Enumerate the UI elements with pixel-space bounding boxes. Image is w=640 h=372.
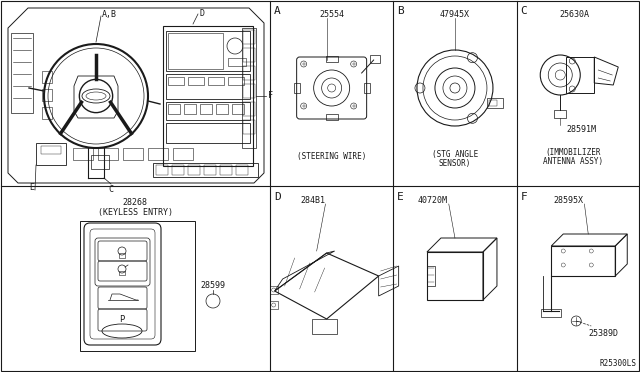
Text: P: P (120, 315, 125, 324)
Bar (243, 102, 255, 116)
Bar (163, 26, 253, 166)
Bar (36, 143, 66, 165)
Text: (STG ANGLE: (STG ANGLE (432, 150, 478, 159)
Text: C: C (109, 185, 113, 194)
Bar (228, 77, 244, 85)
Bar (487, 98, 503, 108)
Bar (148, 148, 168, 160)
Bar (243, 66, 255, 80)
Text: ANTENNA ASSY): ANTENNA ASSY) (543, 157, 604, 166)
Bar (41, 146, 61, 154)
Text: 25554: 25554 (319, 10, 344, 19)
Text: D: D (274, 192, 281, 202)
Text: 25630A: 25630A (560, 10, 589, 19)
Bar (220, 165, 232, 175)
Bar (364, 83, 370, 93)
Bar (554, 110, 566, 118)
Bar (166, 102, 250, 120)
Text: D: D (199, 9, 204, 17)
Bar (42, 71, 52, 83)
Bar (166, 123, 250, 143)
Text: 25389D: 25389D (588, 329, 618, 338)
Bar (489, 100, 497, 106)
Bar (243, 120, 255, 134)
Bar (184, 104, 196, 114)
Bar (80, 221, 195, 351)
Bar (216, 104, 228, 114)
Text: F: F (520, 192, 527, 202)
Bar (370, 55, 380, 63)
Bar (427, 266, 435, 286)
Bar (91, 155, 109, 169)
Bar (243, 84, 255, 98)
Text: 284B1: 284B1 (301, 196, 326, 205)
Text: 28595X: 28595X (554, 196, 584, 205)
Text: B: B (397, 6, 404, 16)
Text: 40720M: 40720M (418, 196, 448, 205)
Bar (243, 30, 255, 44)
Bar (119, 271, 125, 275)
Bar (73, 148, 93, 160)
Bar (123, 148, 143, 160)
Bar (188, 77, 204, 85)
Bar (188, 165, 200, 175)
Bar (242, 28, 256, 148)
Bar (427, 252, 483, 300)
Bar (204, 165, 216, 175)
Text: 28599: 28599 (200, 282, 225, 291)
Bar (200, 104, 212, 114)
Bar (42, 89, 52, 101)
Bar (208, 77, 224, 85)
Text: C: C (520, 6, 527, 16)
Text: (IMMOBILIZER: (IMMOBILIZER (545, 148, 601, 157)
Text: E: E (397, 192, 404, 202)
Bar (326, 56, 338, 62)
Bar (168, 77, 184, 85)
Text: A,B: A,B (102, 10, 117, 19)
Text: 28591M: 28591M (566, 125, 596, 134)
Bar (326, 114, 338, 120)
Bar (156, 165, 168, 175)
Text: E: E (29, 183, 34, 192)
Bar (172, 165, 184, 175)
Text: 28268: 28268 (122, 198, 147, 207)
Text: (KEYLESS ENTRY): (KEYLESS ENTRY) (97, 208, 173, 217)
Bar (232, 104, 244, 114)
Text: F: F (268, 92, 273, 100)
Text: (STEERING WIRE): (STEERING WIRE) (297, 152, 366, 161)
Text: 47945X: 47945X (440, 10, 470, 19)
Bar (551, 246, 615, 276)
Text: R25300LS: R25300LS (599, 359, 636, 368)
Bar (42, 107, 52, 119)
Bar (294, 83, 300, 93)
Bar (11, 33, 33, 113)
Bar (119, 253, 125, 258)
Bar (168, 33, 223, 69)
Text: SENSOR): SENSOR) (439, 159, 471, 168)
Bar (566, 57, 595, 93)
Bar (541, 309, 561, 317)
Text: A: A (274, 6, 281, 16)
Bar (243, 48, 255, 62)
Bar (236, 165, 248, 175)
Bar (173, 148, 193, 160)
Bar (168, 104, 180, 114)
Bar (269, 286, 278, 294)
Bar (166, 31, 250, 71)
Bar (228, 58, 246, 66)
Bar (98, 148, 118, 160)
Bar (153, 163, 258, 177)
Bar (166, 74, 250, 99)
Bar (269, 301, 278, 309)
